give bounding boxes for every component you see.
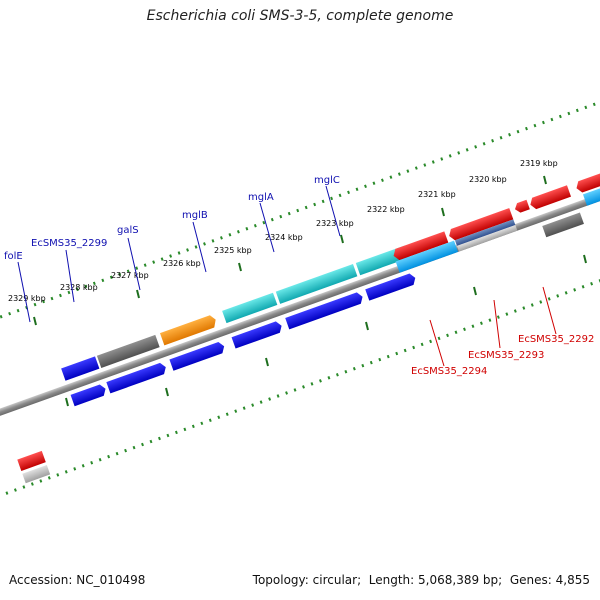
tick-2324: 2324 kbp xyxy=(265,233,303,242)
topology-label: Topology: xyxy=(252,573,309,587)
gene-steel-1[interactable] xyxy=(454,219,516,246)
gene-red-3[interactable] xyxy=(528,185,572,210)
reverse-genes xyxy=(392,168,600,273)
forward-labels: folE EcSMS35_2299 galS mglB mglA mglC xyxy=(4,175,341,323)
gene-red-small[interactable] xyxy=(513,199,530,214)
accession-label: Accession: xyxy=(9,573,73,587)
length-label: Length: xyxy=(368,573,415,587)
gene-folE-arrow[interactable] xyxy=(61,356,100,381)
tick-2326: 2326 kbp xyxy=(163,259,201,268)
gene-blue-5[interactable] xyxy=(285,291,364,330)
gene-mglA-arrow[interactable] xyxy=(275,264,358,304)
gene-galS-arrow[interactable] xyxy=(159,314,218,346)
gene-blue-2[interactable] xyxy=(106,362,167,394)
outer-scale xyxy=(0,76,600,343)
label-EcSMS35_2293[interactable]: EcSMS35_2293 xyxy=(468,350,544,361)
label-EcSMS35_2299[interactable]: EcSMS35_2299 xyxy=(31,238,107,249)
tick-2322: 2322 kbp xyxy=(367,205,405,214)
length-value: 5,068,389 bp xyxy=(418,573,499,587)
gene-mglB-arrow[interactable] xyxy=(222,292,278,324)
gene-red-2[interactable] xyxy=(447,208,514,242)
gene-sky-1[interactable] xyxy=(395,240,459,273)
reverse-labels: EcSMS35_2292 EcSMS35_2293 EcSMS35_2294 xyxy=(411,286,594,377)
genome-summary: Topology: circular; Length: 5,068,389 bp… xyxy=(252,573,590,587)
gene-blue-3[interactable] xyxy=(169,341,226,371)
label-EcSMS35_2292[interactable]: EcSMS35_2292 xyxy=(518,334,594,345)
label-EcSMS35_2294[interactable]: EcSMS35_2294 xyxy=(411,366,487,377)
label-mglA[interactable]: mglA xyxy=(248,192,274,203)
accession-info: Accession: NC_010498 xyxy=(9,573,145,587)
tick-2329: 2329 kbp xyxy=(8,294,46,303)
genes-label: Genes: xyxy=(509,573,552,587)
gene-blue-1[interactable] xyxy=(70,383,108,407)
accession-value: NC_010498 xyxy=(76,573,146,587)
tick-2325: 2325 kbp xyxy=(214,246,252,255)
label-mglB[interactable]: mglB xyxy=(182,210,208,221)
inner-ticks xyxy=(65,254,587,407)
scale-labels: 2319 kbp 2320 kbp 2321 kbp 2322 kbp 2323… xyxy=(8,159,558,303)
label-galS[interactable]: galS xyxy=(117,225,139,236)
tick-2328: 2328 kbp xyxy=(60,283,98,292)
gene-red-1[interactable] xyxy=(392,231,449,261)
forward-row-inner xyxy=(70,272,417,407)
genes-value: 4,855 xyxy=(555,573,590,587)
gene-blue-6[interactable] xyxy=(365,272,417,301)
label-folE[interactable]: folE xyxy=(4,251,23,262)
tick-2327: 2327 kbp xyxy=(111,271,149,280)
outer-ticks xyxy=(33,175,547,326)
label-mglC[interactable]: mglC xyxy=(314,175,340,186)
tick-2321: 2321 kbp xyxy=(418,190,456,199)
gene-lightgray-1[interactable] xyxy=(456,225,518,252)
gene-red-left[interactable] xyxy=(17,450,46,471)
gene-dark-1[interactable] xyxy=(542,212,584,238)
map-title: Escherichia coli SMS-3-5, complete genom… xyxy=(146,8,454,24)
tick-2319: 2319 kbp xyxy=(520,159,558,168)
gene-sky-2[interactable] xyxy=(582,180,600,206)
gene-EcSMS35_2299-arrow[interactable] xyxy=(96,334,160,368)
tick-2323: 2323 kbp xyxy=(316,219,354,228)
forward-row-outer xyxy=(61,245,410,381)
gene-blue-4[interactable] xyxy=(231,320,284,349)
tick-2320: 2320 kbp xyxy=(469,175,507,184)
gene-gray-left[interactable] xyxy=(22,465,51,484)
topology-value: circular xyxy=(312,573,358,587)
gene-red-4[interactable] xyxy=(574,168,600,193)
